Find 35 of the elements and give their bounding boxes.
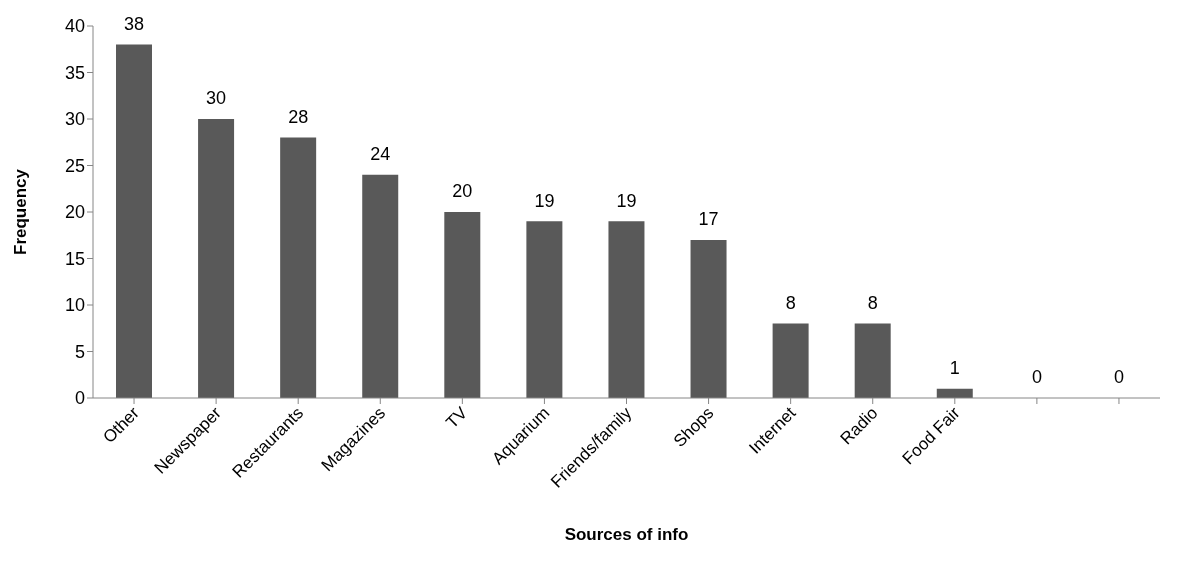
data-label: 20 (452, 181, 473, 202)
y-tick-label: 0 (74, 388, 85, 409)
y-tick-label: 30 (64, 109, 85, 130)
bar (198, 119, 235, 398)
y-axis-title: Frequency (11, 168, 31, 255)
data-label: 8 (785, 293, 796, 314)
data-label: 19 (534, 190, 555, 211)
bar (444, 212, 481, 398)
bar (772, 323, 809, 398)
data-label: 1 (949, 358, 960, 379)
bar (280, 137, 317, 398)
y-tick-label: 25 (64, 155, 85, 176)
y-tick-label: 10 (64, 295, 85, 316)
data-label: 8 (867, 293, 878, 314)
data-label: 38 (124, 14, 145, 35)
data-label: 0 (1113, 367, 1124, 388)
y-tick-label: 15 (64, 248, 85, 269)
data-label: 24 (370, 144, 391, 165)
bar (608, 221, 645, 398)
bar (690, 239, 727, 398)
data-label: 17 (698, 209, 719, 230)
data-label: 19 (616, 190, 637, 211)
bar (362, 174, 399, 398)
x-axis-title: Sources of info (564, 525, 689, 544)
y-tick-label: 20 (64, 202, 85, 223)
y-tick-label: 40 (64, 16, 85, 37)
bar (526, 221, 563, 398)
data-label: 30 (206, 88, 227, 109)
y-tick-label: 5 (74, 341, 85, 362)
data-label: 28 (288, 107, 309, 128)
y-tick-label: 35 (64, 62, 85, 83)
data-label: 0 (1031, 367, 1042, 388)
x-tick-label: TV (442, 402, 472, 433)
bar (116, 44, 152, 398)
bar (854, 323, 891, 398)
